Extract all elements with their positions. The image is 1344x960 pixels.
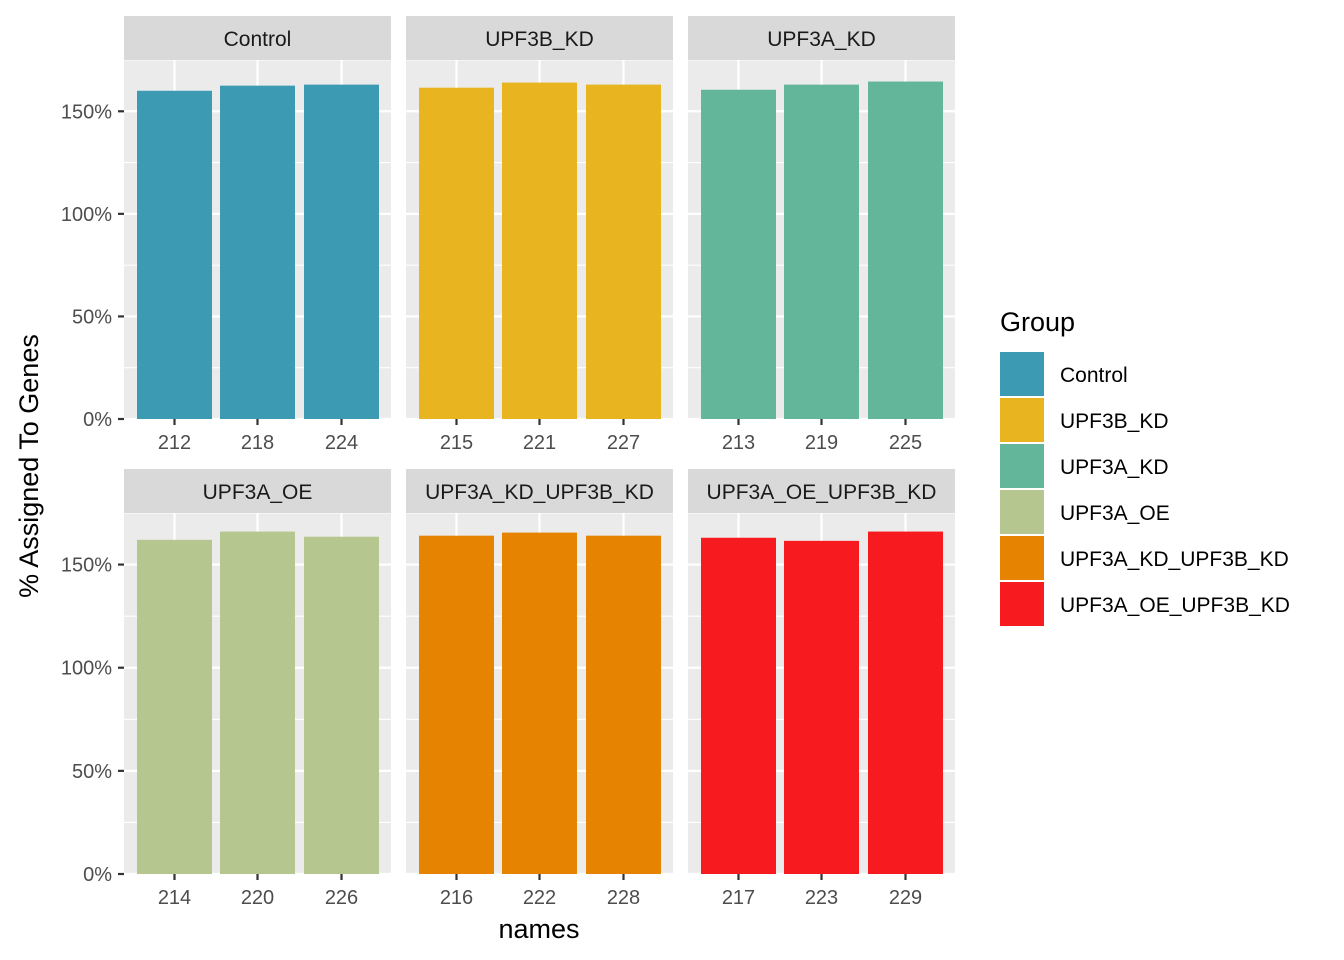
- facet-strip: [124, 16, 391, 60]
- bar: [304, 84, 379, 420]
- legend-label: Control: [1060, 364, 1128, 387]
- x-tick-label: 221: [523, 432, 556, 454]
- legend-key: [1000, 582, 1044, 626]
- bar: [220, 531, 295, 874]
- legend-label: UPF3A_KD_UPF3B_KD: [1060, 548, 1289, 571]
- legend-key: [1000, 490, 1044, 534]
- bar: [784, 540, 859, 874]
- x-tick-label: 212: [158, 432, 191, 454]
- y-tick-label: 50%: [72, 761, 112, 783]
- x-tick-label: 229: [889, 887, 922, 909]
- bar: [220, 85, 295, 420]
- facet-strip-label: UPF3A_OE: [203, 481, 313, 504]
- x-tick-label: 213: [722, 432, 755, 454]
- x-tick-label: 226: [325, 887, 358, 909]
- bar: [868, 531, 943, 874]
- facet-panels: Control 212 218 224 0% 50% 100% 150% UPF3B_KD 215…: [61, 16, 955, 909]
- facet-strip: [124, 469, 391, 513]
- bar: [586, 535, 661, 874]
- legend-label: UPF3B_KD: [1060, 410, 1169, 433]
- bar: [502, 82, 577, 420]
- facet-panel: UPF3A_KD 213 219 225: [688, 16, 955, 454]
- y-tick-label: 0%: [83, 409, 112, 431]
- facet-strip-label: UPF3A_KD: [767, 28, 876, 51]
- y-tick-label: 100%: [61, 658, 112, 680]
- x-tick-label: 214: [158, 887, 191, 909]
- legend-key: [1000, 536, 1044, 580]
- facet-strip: [406, 469, 673, 513]
- facet-strip: [688, 469, 955, 513]
- legend-title: Group: [1000, 307, 1075, 337]
- legend: Group Control UPF3B_KD UPF3A_KD UPF3A_OE UPF3…: [1000, 307, 1290, 626]
- legend-key: [1000, 444, 1044, 488]
- facet-strip-label: UPF3A_KD_UPF3B_KD: [425, 481, 654, 504]
- bar: [419, 535, 494, 874]
- legend-key: [1000, 352, 1044, 396]
- facet-panel: UPF3A_OE 214 220 226 0% 50% 100% 150%: [61, 469, 391, 909]
- x-tick-label: 219: [805, 432, 838, 454]
- x-tick-label: 228: [607, 887, 640, 909]
- facet-strip: [406, 16, 673, 60]
- x-tick-label: 222: [523, 887, 556, 909]
- bar: [137, 90, 212, 420]
- x-tick-label: 224: [325, 432, 358, 454]
- bar: [868, 81, 943, 419]
- facet-strip-label: UPF3A_OE_UPF3B_KD: [707, 481, 937, 504]
- y-tick-label: 150%: [61, 101, 112, 123]
- y-tick-label: 0%: [83, 864, 112, 886]
- bar: [137, 539, 212, 874]
- bar: [586, 84, 661, 420]
- facet-strip-label: UPF3B_KD: [485, 28, 594, 51]
- legend-label: UPF3A_OE: [1060, 502, 1170, 525]
- bar: [701, 89, 776, 419]
- y-axis-title: % Assigned To Genes: [14, 334, 44, 598]
- bar: [304, 536, 379, 874]
- facet-strip-label: Control: [224, 28, 292, 51]
- x-tick-label: 225: [889, 432, 922, 454]
- legend-label: UPF3A_KD: [1060, 456, 1169, 479]
- bar: [502, 532, 577, 874]
- x-tick-label: 220: [241, 887, 274, 909]
- x-tick-label: 217: [722, 887, 755, 909]
- bar: [784, 84, 859, 420]
- x-tick-label: 223: [805, 887, 838, 909]
- bar: [419, 87, 494, 420]
- y-tick-label: 100%: [61, 204, 112, 226]
- facet-panel: UPF3A_OE_UPF3B_KD 217 223 229: [688, 469, 955, 909]
- facet-panel: UPF3B_KD 215 221 227: [406, 16, 673, 454]
- legend-key: [1000, 398, 1044, 442]
- bar: [701, 537, 776, 874]
- legend-label: UPF3A_OE_UPF3B_KD: [1060, 594, 1290, 617]
- y-tick-label: 150%: [61, 555, 112, 577]
- x-axis-title: names: [498, 914, 579, 944]
- facet-panel: UPF3A_KD_UPF3B_KD 216 222 228: [406, 469, 673, 909]
- x-tick-label: 218: [241, 432, 274, 454]
- x-tick-label: 227: [607, 432, 640, 454]
- facet-panel: Control 212 218 224 0% 50% 100% 150%: [61, 16, 391, 454]
- x-tick-label: 215: [440, 432, 473, 454]
- facet-strip: [688, 16, 955, 60]
- y-tick-label: 50%: [72, 306, 112, 328]
- x-tick-label: 216: [440, 887, 473, 909]
